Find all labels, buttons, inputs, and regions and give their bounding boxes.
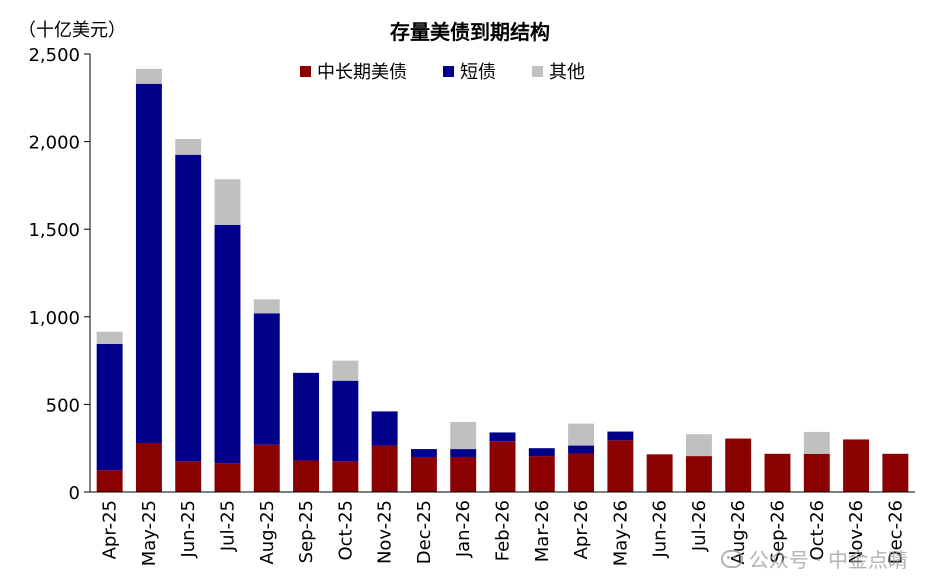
legend-item-other: 其他 xyxy=(532,58,585,84)
x-tick-label: Jul-26 xyxy=(689,500,710,552)
watermark-text: 公众号 · 中金点睛 xyxy=(748,548,908,572)
x-tick-label: Jul-25 xyxy=(218,500,239,552)
wechat-icon xyxy=(720,549,743,568)
x-tick-label: Dec-26 xyxy=(885,500,906,564)
legend-label-long-term: 中长期美债 xyxy=(317,62,407,83)
x-tick-label: Jan-26 xyxy=(453,500,474,558)
bar-long-term xyxy=(685,456,712,492)
bar-long-term xyxy=(332,461,359,492)
x-tick-label: Sep-26 xyxy=(768,500,789,563)
bar-long-term xyxy=(646,454,673,492)
bar-long-term xyxy=(96,470,123,492)
bar-long-term xyxy=(882,453,909,492)
bar-short-term xyxy=(568,445,595,454)
bar-long-term xyxy=(725,438,752,492)
bar-other xyxy=(685,434,712,457)
x-tick-label: Aug-25 xyxy=(257,500,278,565)
x-tick-label: Jun-25 xyxy=(178,500,199,559)
bar-other xyxy=(96,331,123,344)
bar-other xyxy=(450,421,477,450)
y-tick-label: 1,500 xyxy=(28,220,80,241)
bar-other xyxy=(803,431,830,454)
legend-swatch-short-term xyxy=(443,65,454,77)
bar-long-term xyxy=(803,453,830,492)
legend-swatch-long-term xyxy=(300,65,311,77)
legend-label-other: 其他 xyxy=(549,62,585,83)
bar-long-term xyxy=(843,439,870,492)
bar-long-term xyxy=(214,463,241,492)
bar-short-term xyxy=(410,449,437,457)
legend: 中长期美债 短债 其他 xyxy=(300,58,585,84)
bar-other xyxy=(135,68,162,84)
x-tick-label: Oct-25 xyxy=(335,500,356,561)
bar-long-term xyxy=(175,461,202,492)
legend-item-long-term: 中长期美债 xyxy=(300,58,407,84)
x-tick-label: May-26 xyxy=(610,500,631,566)
bar-short-term xyxy=(489,432,516,442)
chart-title: 存量美债到期结构 xyxy=(390,20,550,44)
x-tick-label: Nov-25 xyxy=(375,500,396,564)
bar-short-term xyxy=(214,224,241,464)
y-tick-label: 2,000 xyxy=(28,133,80,154)
bar-other xyxy=(214,179,241,225)
x-tick-label: Dec-25 xyxy=(414,500,435,564)
y-tick-label: 0 xyxy=(69,483,80,504)
bar-long-term xyxy=(528,456,555,492)
legend-label-short-term: 短债 xyxy=(460,62,496,83)
bar-long-term xyxy=(607,440,634,492)
x-tick-label: Nov-26 xyxy=(846,500,867,564)
bar-other xyxy=(332,360,359,381)
x-tick-label: Aug-26 xyxy=(728,500,749,565)
x-tick-label: Apr-26 xyxy=(571,500,592,559)
legend-item-short-term: 短债 xyxy=(443,58,496,84)
x-tick-label: Feb-26 xyxy=(493,500,514,561)
x-tick-label: Sep-25 xyxy=(296,500,317,563)
bar-long-term xyxy=(568,453,595,492)
bar-short-term xyxy=(371,411,398,446)
bar-long-term xyxy=(293,460,320,492)
watermark: 公众号 · 中金点睛 xyxy=(720,544,908,573)
bar-short-term xyxy=(253,313,280,445)
x-tick-label: Jun-26 xyxy=(650,500,671,559)
bar-other xyxy=(175,138,202,155)
x-tick-label: Mar-26 xyxy=(532,500,553,562)
bar-long-term xyxy=(489,441,516,492)
bar-short-term xyxy=(332,380,359,462)
bar-short-term xyxy=(450,449,477,457)
bar-long-term xyxy=(135,442,162,492)
bar-short-term xyxy=(293,372,320,461)
bar-long-term xyxy=(764,453,791,492)
bar-short-term xyxy=(607,431,634,441)
x-tick-label: Oct-26 xyxy=(807,500,828,561)
bar-other xyxy=(253,299,280,314)
legend-swatch-other xyxy=(532,65,543,77)
bar-other xyxy=(568,423,595,446)
y-tick-label: 1,000 xyxy=(28,308,80,329)
bar-long-term xyxy=(450,456,477,492)
bar-short-term xyxy=(135,83,162,443)
bar-long-term xyxy=(410,456,437,492)
y-tick-label: 500 xyxy=(46,395,80,416)
bar-short-term xyxy=(96,343,123,471)
bar-long-term xyxy=(253,444,280,492)
bar-short-term xyxy=(175,154,202,462)
y-tick-label: 2,500 xyxy=(28,45,80,66)
x-tick-label: May-25 xyxy=(139,500,160,566)
bar-short-term xyxy=(528,448,555,457)
unit-label: （十亿美元） xyxy=(18,20,126,41)
bar-long-term xyxy=(371,445,398,492)
x-tick-label: Apr-25 xyxy=(100,500,121,559)
